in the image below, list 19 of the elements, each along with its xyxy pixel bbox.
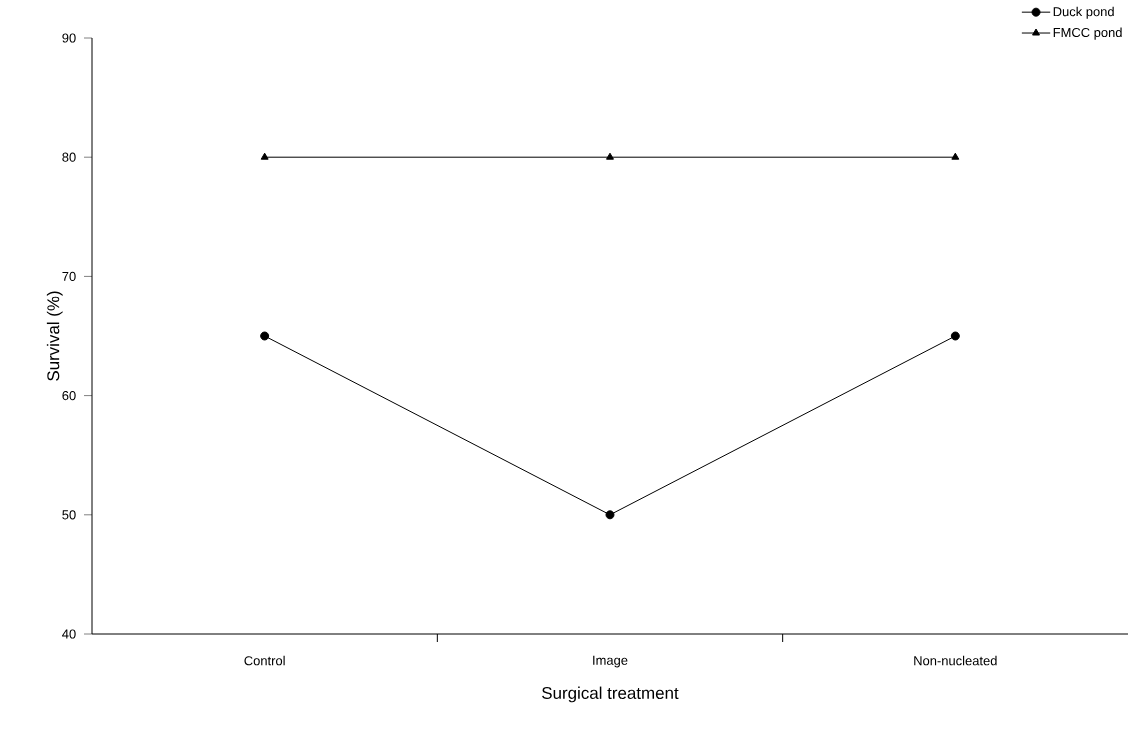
x-tick-label: Control [244, 655, 285, 666]
y-tick-label: 70 [62, 271, 76, 281]
y-tick-label: 60 [62, 391, 76, 401]
point [260, 331, 270, 341]
x-tick-label: Image [593, 655, 628, 668]
x-axis-title: Surgical treatment [542, 686, 679, 703]
y-axis-title: Survival (%) [46, 291, 63, 381]
y-tick-label: 50 [62, 510, 76, 520]
legend-label: Duck pond [1053, 6, 1114, 19]
x-tick-label: Non-nucleated [914, 655, 997, 666]
point [951, 152, 960, 160]
y-tick-label: 80 [62, 152, 76, 162]
y-tick-label: 40 [62, 629, 76, 639]
point [950, 331, 960, 341]
point [605, 510, 615, 520]
y-tick-label: 90 [62, 33, 76, 43]
point [606, 152, 614, 160]
legend-label: FMCC pond [1053, 27, 1122, 40]
point [260, 152, 269, 160]
